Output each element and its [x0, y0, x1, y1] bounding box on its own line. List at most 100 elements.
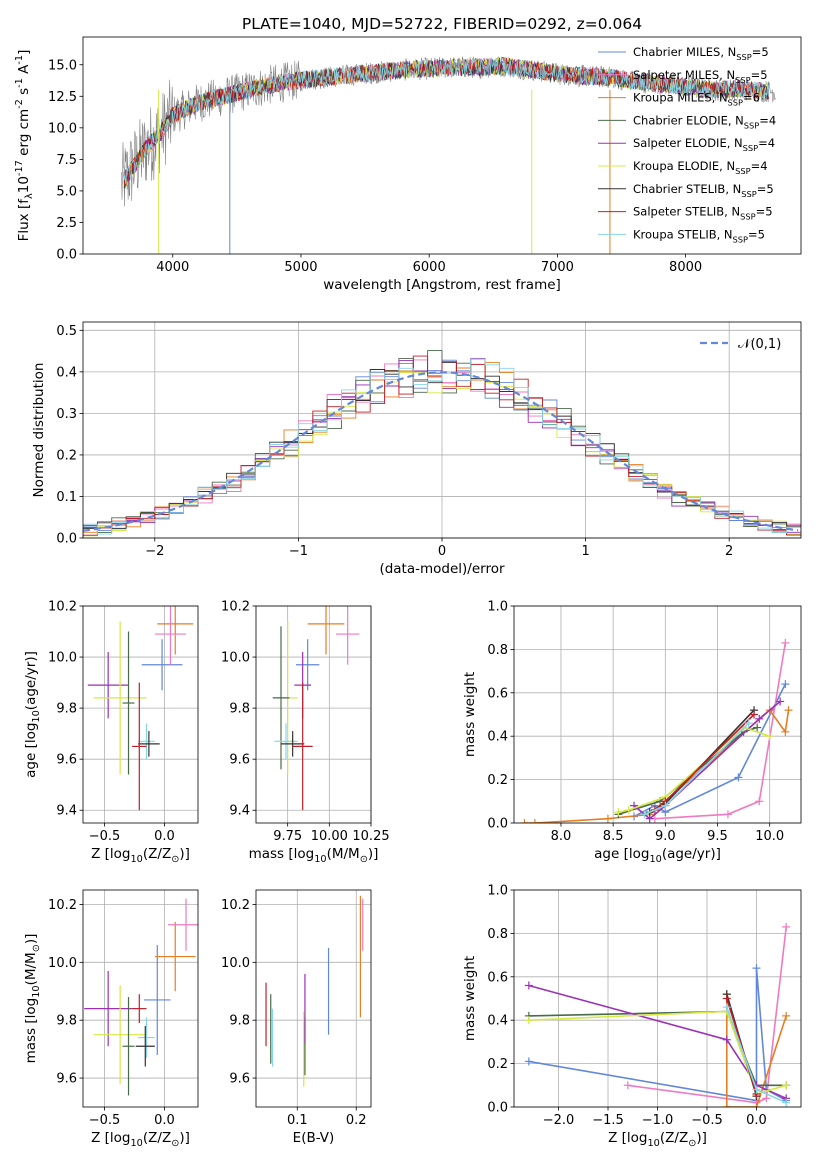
x-tick-label: 0.0: [746, 1113, 767, 1128]
legend: 𝒩(0,1): [700, 337, 781, 352]
y-tick-label: 0.0: [56, 532, 77, 547]
x-tick-label: 10.00: [311, 829, 348, 844]
x-tick-label: 10.0: [755, 829, 784, 844]
y-axis-label: mass weight: [462, 672, 478, 757]
chart-title: PLATE=1040, MJD=52722, FIBERID=0292, z=0…: [242, 15, 642, 33]
plus-marker: [782, 922, 791, 931]
plus-marker: [723, 810, 732, 819]
legend: Chabrier MILES, NSSP​=5 Salpeter MILES, N…: [598, 45, 776, 244]
errorbar-point: [336, 606, 360, 665]
y-tick-label: 0.2: [487, 773, 508, 788]
plus-marker: [530, 819, 539, 823]
x-tick-label: −1: [289, 544, 308, 559]
legend-label: 𝒩(0,1): [738, 337, 781, 352]
plus-marker: [750, 710, 759, 719]
y-tick-label: 10.0: [48, 121, 77, 136]
x-axis-label: E(B-V): [293, 1130, 335, 1146]
y-tick-label: 0.4: [56, 365, 77, 380]
plus-marker: [640, 810, 649, 819]
x-tick-label: −0.5: [89, 1113, 121, 1128]
y-tick-label: 10.0: [48, 956, 77, 971]
errorbar-point: [132, 682, 147, 811]
mass-weight-line: [726, 994, 787, 1107]
x-axis-label: age [log10​(age/yr)]: [594, 846, 721, 865]
plus-marker: [722, 1035, 731, 1044]
plus-marker: [722, 1003, 731, 1012]
chart-residuals: −2 −1 0 1 2 0.0 0.1 0.2 0.3 0.4 0.5 (data-model)/er…: [31, 321, 802, 577]
plus-marker: [661, 801, 670, 810]
x-tick-label: −0.5: [89, 829, 121, 844]
histogram-series: [83, 361, 801, 538]
normal-curve: [83, 371, 799, 532]
errorbar-point: [138, 731, 160, 757]
plus-marker: [734, 773, 743, 782]
errorbar-point: [296, 639, 320, 691]
x-tick-label: 9.5: [707, 829, 728, 844]
y-tick-label: 10.2: [221, 600, 250, 615]
y-tick-label: 9.8: [229, 702, 250, 717]
y-tick-label: 0.0: [56, 248, 77, 263]
axes-frame: [255, 889, 372, 1108]
y-tick-label: 2.5: [56, 216, 77, 231]
mass-weight-line: [618, 726, 770, 813]
x-tick-label: 8000: [669, 260, 702, 275]
axes-frame: [82, 889, 199, 1108]
y-tick-label: 10.2: [48, 600, 77, 615]
legend-label: Salpeter MILES, NSSP​=5: [633, 68, 768, 85]
x-tick-label: 8.5: [603, 829, 624, 844]
y-tick-label: 10.0: [48, 651, 77, 666]
plus-marker: [722, 1103, 731, 1107]
x-axis-label: Z [log10​(Z/Z⊙​)]: [608, 1130, 707, 1149]
errorbar-point: [138, 1017, 155, 1058]
errorbar-point: [135, 1025, 155, 1067]
y-tick-label: 0.6: [487, 686, 508, 701]
y-tick-label: 0.3: [56, 407, 77, 422]
errorbar-point: [122, 997, 135, 1096]
mass-weight-line: [654, 713, 755, 811]
plot-area: [121, 56, 776, 254]
x-tick-label: −1.5: [592, 1113, 624, 1128]
plus-marker: [524, 981, 533, 990]
plus-marker: [752, 964, 761, 973]
plot-area: [83, 350, 801, 538]
y-axis-label: Normed distribution: [31, 363, 47, 498]
errorbar-point: [93, 621, 147, 775]
x-tick-label: 6000: [413, 260, 446, 275]
x-tick-label: 0.2: [346, 1113, 367, 1128]
plot-area: [272, 606, 360, 811]
x-tick-label: −0.5: [691, 1113, 723, 1128]
plus-marker: [752, 1103, 761, 1107]
x-tick-label: 10.25: [352, 829, 389, 844]
mass-weight-line: [528, 984, 787, 1100]
legend-label: Kroupa STELIB, NSSP​=5: [633, 227, 765, 244]
y-tick-label: 0.2: [56, 448, 77, 463]
x-axis-label: Z [log10​(Z/Z⊙​)]: [91, 1130, 190, 1149]
errorbar-point: [122, 631, 135, 775]
y-tick-label: 7.5: [56, 153, 77, 168]
x-tick-label: −1.0: [642, 1113, 674, 1128]
y-tick-label: 9.6: [56, 1072, 77, 1087]
axes-frame: [513, 605, 802, 824]
errorbar-point: [144, 944, 171, 1055]
plus-marker: [753, 723, 762, 732]
plus-marker: [782, 1081, 791, 1090]
x-axis-label: (data-model)/error: [379, 561, 505, 577]
x-tick-label: −2: [145, 544, 164, 559]
y-tick-label: 10.2: [221, 898, 250, 913]
y-tick-label: 10.2: [48, 898, 77, 913]
x-tick-label: 1: [581, 544, 589, 559]
plus-marker: [781, 638, 790, 647]
plus-marker: [762, 1094, 771, 1103]
plot-area: [84, 898, 198, 1096]
errorbar-point: [87, 651, 129, 719]
plus-marker: [781, 727, 790, 736]
y-tick-label: 0.8: [487, 643, 508, 658]
errorbar-point: [281, 731, 305, 757]
y-tick-label: 9.8: [56, 702, 77, 717]
y-tick-label: 0.4: [487, 730, 508, 745]
spectrum-model-line: [123, 57, 770, 184]
legend-label: Salpeter STELIB, NSSP​=5: [633, 205, 773, 222]
legend-label: Chabrier STELIB, NSSP​=5: [633, 182, 774, 199]
x-axis-label: wavelength [Angstrom, rest frame]: [323, 277, 561, 293]
